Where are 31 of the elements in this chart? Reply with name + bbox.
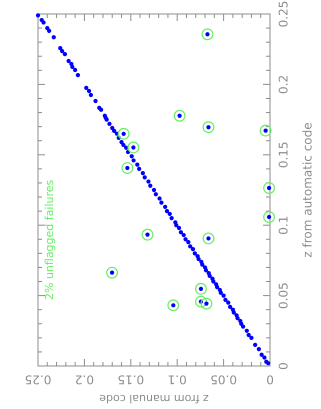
y-axis-title: z from automatic code [300,122,314,258]
point [195,296,207,308]
point [202,232,214,244]
point [167,299,180,312]
y-tick-label: 0.25 [276,0,290,28]
point [118,128,130,140]
x-tick-label: 0 [266,372,274,387]
x-tick-label: 0.1 [168,372,187,387]
point [200,298,212,310]
point [174,110,186,122]
y-tick-label: 0.15 [276,141,290,168]
y-tick-label: 0.2 [276,74,290,94]
x-tick-label: 0.05 [210,372,237,387]
point [202,28,214,40]
point [263,211,276,223]
point [127,142,140,154]
x-axis-title: z from manual code [98,392,209,405]
point [106,266,118,279]
annotation: 2% unflagged failures [43,179,56,300]
x-tick-label: 0.2 [74,372,94,387]
point [121,162,134,174]
y-tick-label: 0.05 [276,282,290,309]
point [195,282,207,295]
point [260,124,272,137]
x-tick-label: 0.15 [117,372,144,387]
point [142,228,154,241]
point [263,182,276,194]
point [202,121,214,134]
x-tick-label: 0.25 [24,372,52,387]
y-tick-label: 0.1 [276,216,290,235]
y-tick-label: 0 [276,362,290,370]
